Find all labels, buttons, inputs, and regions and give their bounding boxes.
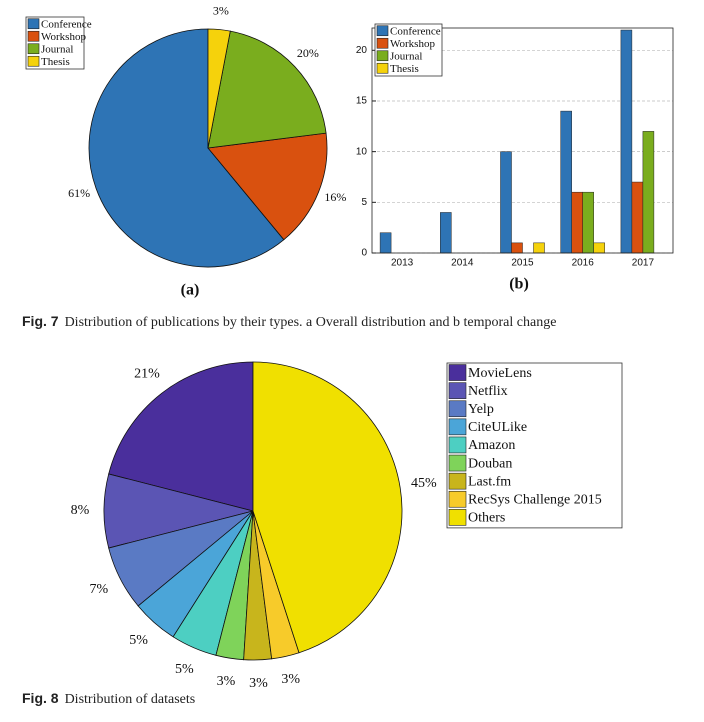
slice-label: 5% xyxy=(129,633,148,648)
caption: Fig. 8 Distribution of datasets xyxy=(22,690,195,708)
x-tick-label: 2016 xyxy=(572,258,595,269)
bar xyxy=(379,232,392,254)
panel-label: (b) xyxy=(509,276,529,293)
slice-label: 3% xyxy=(217,674,236,689)
legend-label: Netflix xyxy=(468,384,508,399)
caption: Fig. 7 Distribution of publications by th… xyxy=(22,313,556,331)
bar xyxy=(642,131,655,254)
slice-label: 21% xyxy=(134,367,160,382)
legend-swatch xyxy=(376,62,389,74)
caption-text: Distribution of publications by their ty… xyxy=(64,315,557,330)
bar xyxy=(593,242,605,254)
plot-frame xyxy=(371,27,674,254)
legend-label: Conference xyxy=(390,25,441,37)
slice-label: 5% xyxy=(175,662,194,677)
legend-label: Thesis xyxy=(41,56,70,68)
pie-slice xyxy=(88,28,285,268)
bar xyxy=(571,191,583,254)
caption-label: Fig. 7 xyxy=(22,313,59,329)
legend-swatch xyxy=(448,509,467,526)
bar xyxy=(511,242,523,254)
bar xyxy=(620,29,633,254)
pie-slice xyxy=(207,30,327,149)
legend-label: Journal xyxy=(390,50,422,62)
bar xyxy=(582,191,594,254)
caption-label: Fig. 8 xyxy=(22,690,59,706)
x-tick-label: 2013 xyxy=(391,258,414,269)
legend-label: Workshop xyxy=(41,31,86,43)
y-tick-label: 0 xyxy=(361,248,367,259)
pie-slice xyxy=(108,361,254,512)
caption-text: Distribution of datasets xyxy=(64,692,196,707)
x-tick-label: 2017 xyxy=(632,258,655,269)
legend-swatch xyxy=(27,30,40,42)
legend-label: Journal xyxy=(41,43,73,55)
x-tick-label: 2015 xyxy=(511,258,534,269)
pie-slice xyxy=(252,361,403,654)
legend-swatch xyxy=(448,364,467,381)
legend-swatch xyxy=(27,43,40,55)
legend-swatch xyxy=(448,382,467,399)
legend-swatch xyxy=(376,37,389,49)
bar xyxy=(560,110,572,254)
slice-label: 20% xyxy=(297,46,319,60)
legend-label: MovieLens xyxy=(468,366,532,381)
legend-swatch xyxy=(448,472,467,490)
legend-label: Last.fm xyxy=(468,474,511,489)
legend-swatch xyxy=(376,50,389,62)
slice-label: 8% xyxy=(71,503,90,518)
legend-label: Yelp xyxy=(468,402,494,417)
y-tick-label: 20 xyxy=(356,45,368,56)
pie-slice xyxy=(207,28,231,149)
legend-swatch xyxy=(448,418,467,436)
slice-label: 16% xyxy=(324,190,346,204)
slice-label: 61% xyxy=(68,186,90,200)
pie-slice xyxy=(207,132,328,241)
legend-swatch xyxy=(448,490,467,508)
legend-label: Thesis xyxy=(390,63,419,75)
slice-label: 7% xyxy=(90,582,109,597)
y-tick-label: 5 xyxy=(361,197,367,208)
y-tick-label: 15 xyxy=(356,96,368,107)
slice-label: 3% xyxy=(213,3,229,17)
legend-label: Conference xyxy=(41,18,92,30)
legend-label: RecSys Challenge 2015 xyxy=(468,492,602,507)
legend-swatch xyxy=(27,55,40,67)
x-tick-label: 2014 xyxy=(451,258,474,269)
bar xyxy=(533,242,545,254)
panel-label: (a) xyxy=(181,282,200,299)
legend-label: Workshop xyxy=(390,38,435,50)
slice-label: 3% xyxy=(281,672,300,687)
legend-swatch xyxy=(27,18,40,30)
legend-label: Douban xyxy=(468,456,512,471)
legend-label: Amazon xyxy=(468,438,515,453)
legend-box xyxy=(446,362,623,529)
legend-label: CiteULike xyxy=(468,420,527,435)
slice-label: 3% xyxy=(249,676,268,691)
legend-label: Others xyxy=(468,511,505,526)
y-tick-label: 10 xyxy=(356,146,368,157)
legend-swatch xyxy=(448,400,467,418)
legend-swatch xyxy=(448,454,467,472)
bar xyxy=(631,181,644,254)
slice-label: 45% xyxy=(411,476,437,491)
bar xyxy=(500,151,512,254)
bar xyxy=(440,212,452,254)
legend-swatch xyxy=(448,436,467,454)
legend-swatch xyxy=(376,25,389,37)
